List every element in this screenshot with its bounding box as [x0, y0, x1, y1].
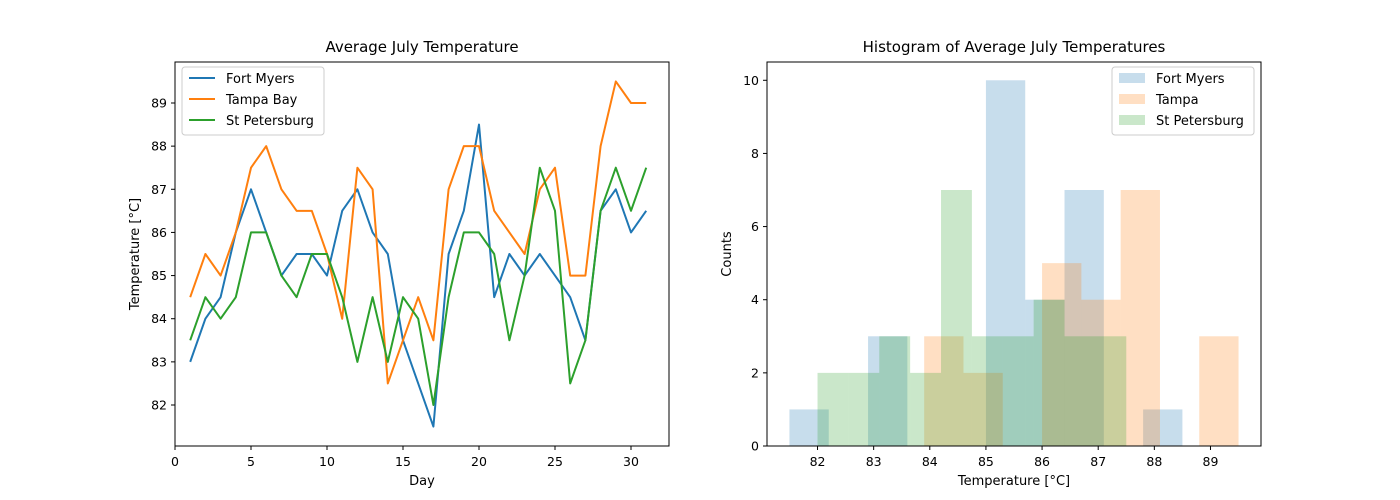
- x-tick-label: 20: [471, 454, 487, 469]
- plot-frame: [174, 61, 670, 447]
- y-tick-label: 89: [151, 95, 167, 110]
- histogram-bar-1-2: [924, 336, 964, 446]
- x-tick-label: 83: [866, 454, 882, 469]
- chart-title: Average July Temperature: [325, 38, 518, 56]
- x-tick-label: 86: [1034, 454, 1050, 469]
- x-axis-label: Temperature [°C]: [957, 474, 1070, 489]
- legend: Fort Myers Tampa Bay St Petersburg: [181, 66, 325, 136]
- y-tick-label: 6: [751, 219, 759, 234]
- histogram-bar-2-6: [1002, 336, 1034, 446]
- y-tick-label: 86: [151, 225, 167, 240]
- x-tick-label: 10: [319, 454, 335, 469]
- x-tick-label: 0: [171, 454, 179, 469]
- histogram-bar-0-7: [1064, 190, 1104, 446]
- y-tick-label: 10: [743, 73, 759, 88]
- histogram-bar-1-3: [963, 372, 1003, 446]
- y-tick-label: 88: [151, 139, 167, 154]
- legend-label: Fort Myers: [226, 72, 295, 87]
- histogram-bar-2-4: [941, 190, 972, 446]
- y-tick-label: 4: [751, 292, 759, 307]
- y-tick-label: 2: [751, 365, 759, 380]
- chart-title: Histogram of Average July Temperatures: [863, 38, 1166, 56]
- legend: Fort Myers Tampa St Petersburg: [1111, 66, 1255, 136]
- histogram-bar-0-2: [868, 336, 908, 446]
- x-tick-label: 89: [1203, 454, 1219, 469]
- x-tick-label: 15: [395, 454, 411, 469]
- legend-label: Tampa Bay: [225, 93, 298, 108]
- x-tick-label: 82: [810, 454, 826, 469]
- x-tick-label: 84: [922, 454, 938, 469]
- histogram-bar-1-9: [1199, 336, 1239, 446]
- legend-box: [1111, 66, 1255, 136]
- histogram-bar-2-1: [848, 372, 880, 446]
- y-tick-label: 84: [151, 311, 167, 326]
- y-tick-label: 8: [751, 146, 759, 161]
- histogram-bar-2-7: [1033, 299, 1065, 446]
- histogram-bar-2-3: [910, 372, 942, 446]
- legend-swatch: [1119, 94, 1145, 104]
- y-tick-label: 83: [151, 354, 167, 369]
- y-axis-label: Counts: [720, 231, 735, 277]
- line-chart: 0 5 10 15 20 25 30 82 83 84 85 86 87 88 89 Average July…: [128, 38, 670, 489]
- legend-label: Fort Myers: [1156, 72, 1225, 87]
- y-tick-label: 85: [151, 268, 167, 283]
- plot-frame: [766, 61, 1262, 447]
- x-tick-label: 5: [247, 454, 255, 469]
- y-tick-label: 82: [151, 398, 167, 413]
- y-tick-label: 0: [751, 439, 759, 454]
- histogram-bar-1-5: [1042, 263, 1082, 446]
- histogram-bar-0-6: [1025, 299, 1065, 446]
- histogram-chart: 82 83 84 85 86 87 88 89 0 2 4 6 8 10 Histogram of Aver…: [720, 38, 1262, 489]
- y-tick-label: 87: [151, 182, 167, 197]
- legend-swatch: [1119, 115, 1145, 125]
- series-line-2: [189, 166, 648, 407]
- legend-label: St Petersburg: [226, 114, 314, 129]
- legend-label: St Petersburg: [1156, 114, 1244, 129]
- legend-box: [181, 66, 325, 136]
- histogram-bar-0-5: [985, 80, 1026, 446]
- x-tick-label: 30: [623, 454, 639, 469]
- histogram-bar-1-6: [1081, 299, 1121, 446]
- legend-label: Tampa: [1155, 93, 1199, 108]
- histogram-bar-2-8: [1064, 336, 1096, 446]
- x-axis-label: Day: [409, 474, 435, 489]
- histogram-bar-2-2: [879, 336, 911, 446]
- histogram-bar-0-0: [789, 409, 829, 446]
- histogram-bar-0-9: [1143, 409, 1183, 446]
- y-axis-label: Temperature [°C]: [128, 198, 143, 311]
- x-tick-label: 85: [978, 454, 994, 469]
- histogram-bar-2-5: [971, 336, 1003, 446]
- x-tick-label: 88: [1146, 454, 1162, 469]
- x-tick-label: 25: [547, 454, 563, 469]
- histogram-bar-2-9: [1095, 336, 1127, 446]
- histogram-bar-1-7: [1120, 190, 1160, 446]
- series-line-1: [189, 80, 647, 385]
- legend-swatch: [1119, 73, 1145, 83]
- histogram-bar-2-0: [817, 372, 849, 446]
- x-tick-label: 87: [1090, 454, 1106, 469]
